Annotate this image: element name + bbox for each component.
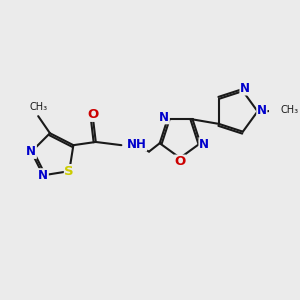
- Text: CH₃: CH₃: [29, 102, 47, 112]
- Text: N: N: [38, 169, 48, 182]
- Text: O: O: [88, 108, 99, 121]
- Text: N: N: [26, 145, 36, 158]
- Text: O: O: [174, 155, 186, 168]
- Text: CH₃: CH₃: [280, 105, 298, 115]
- Text: NH: NH: [127, 138, 147, 151]
- Text: S: S: [64, 165, 74, 178]
- Text: N: N: [159, 111, 169, 124]
- Text: N: N: [240, 82, 250, 95]
- Text: N: N: [199, 138, 209, 151]
- Text: N: N: [257, 104, 267, 117]
